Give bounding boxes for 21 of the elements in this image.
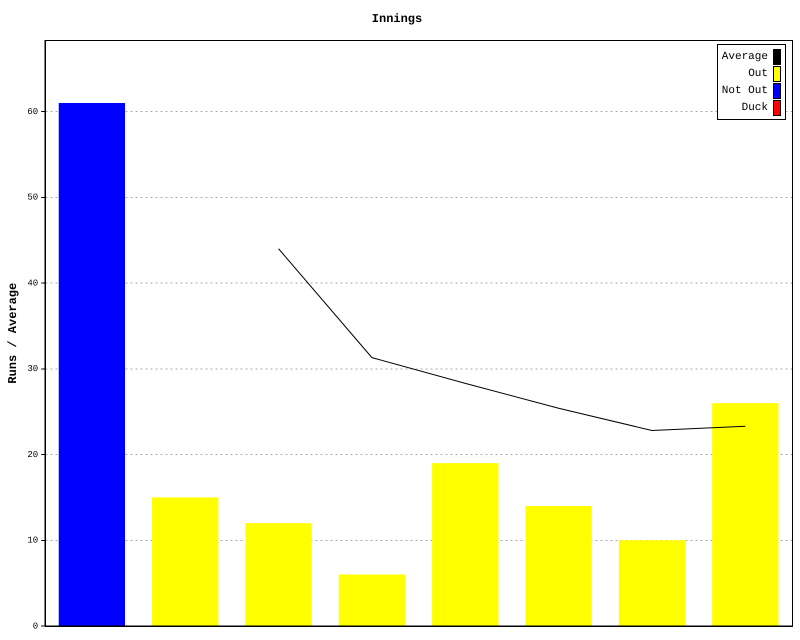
- y-tick-label: 10: [27, 536, 38, 546]
- y-tick-label: 0: [32, 621, 38, 632]
- chart-title: Innings: [372, 12, 422, 26]
- y-tick-label: 20: [27, 450, 38, 460]
- legend-label: Not Out: [722, 84, 768, 97]
- bar: [712, 403, 778, 626]
- y-tick-label: 30: [27, 364, 38, 374]
- bar: [245, 523, 312, 626]
- y-tick-label: 60: [27, 106, 38, 117]
- bar: [152, 497, 218, 626]
- legend-label: Duck: [742, 102, 768, 114]
- legend-label: Out: [748, 68, 768, 80]
- y-tick-label: 40: [27, 278, 38, 288]
- bar: [58, 102, 126, 626]
- y-tick-label: 50: [27, 192, 38, 203]
- bar: [618, 540, 686, 626]
- bar: [338, 574, 406, 626]
- y-axis-title: Runs / Average: [6, 282, 20, 384]
- legend-label: Average: [722, 50, 768, 63]
- bar: [432, 463, 498, 626]
- bar: [525, 506, 592, 626]
